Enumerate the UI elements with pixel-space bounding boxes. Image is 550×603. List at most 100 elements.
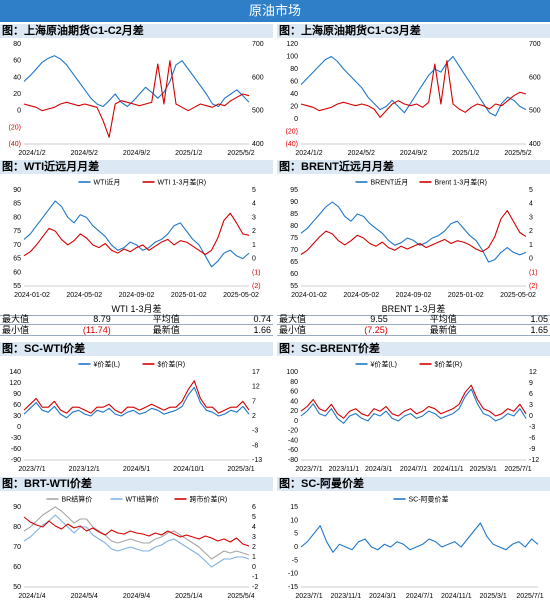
- y-right-tick-label: 0: [529, 413, 533, 420]
- y-left-tick-label: 90: [13, 187, 21, 194]
- y-left-tick-label: 20: [13, 91, 21, 98]
- legend-label: ¥价差(L): [94, 360, 120, 369]
- y-left-tick-label: 120: [9, 380, 21, 387]
- y-right-tick-label: (2): [252, 283, 261, 290]
- y-left-tick-label: -30: [11, 435, 21, 442]
- x-tick-label: 2025/5/2: [227, 150, 254, 157]
- x-tick-label: 2025/5/4: [227, 593, 254, 600]
- wti-latest-label: 最新值: [152, 325, 180, 335]
- brent-max-label: 最大值: [279, 314, 307, 324]
- c1c3-svg: 120 100 80 60 40 20 0 (20) (40) 700 600 500 400 2024/…: [286, 41, 541, 157]
- y-left-tick-label: 60: [13, 58, 21, 65]
- x-tick-label: 2024/11/1: [433, 466, 464, 473]
- y-left-tick-label: -10: [288, 571, 298, 578]
- y-left-tick-label: -20: [288, 428, 298, 435]
- y-left-tick-label: 90: [13, 391, 21, 398]
- y-left-tick-label: 50: [13, 584, 21, 591]
- y-left-tick-label: 80: [290, 66, 298, 73]
- y-left-tick-label: (20): [9, 124, 21, 131]
- legend-label: Brent 1-3月差(R): [435, 178, 488, 187]
- y-right-tick-label: 5: [252, 187, 256, 194]
- x-tick-label: 2023/11/1: [331, 593, 362, 600]
- y-left-tick-label: 60: [13, 564, 21, 571]
- brent-svg: 959085807570656055543210(1)(2)2024-01-02…: [290, 178, 538, 300]
- y-left-tick-label: 15: [290, 504, 298, 511]
- x-tick-label: 2023/11/1: [329, 466, 360, 473]
- c1c2-svg: 80 60 40 20 0 (20) (40) 700 600 500 400 2024/1/2 202…: [9, 41, 264, 157]
- x-tick-label: 2024/1/2: [295, 150, 322, 157]
- y-left-tick-label: 75: [290, 235, 298, 242]
- x-tick-label: 2025/5/2: [504, 150, 531, 157]
- x-tick-label: 2023/7/1: [18, 466, 45, 473]
- chart-sc-brent: 100 80 60 40 20 0 -20 -40 -60 -80 12 9 6 3 0 -3 -6 -9 -12 2…: [277, 356, 550, 474]
- y-right-tick-label: 5: [252, 514, 256, 521]
- series-line-red: [23, 60, 250, 138]
- y-left-tick-label: 40: [290, 91, 298, 98]
- y-left-tick-label: 0: [17, 108, 21, 115]
- x-tick-label: 2023/7/1: [295, 593, 322, 600]
- y-right-tick-label: 700: [529, 41, 541, 48]
- x-tick-label: 2025/7/1: [516, 593, 543, 600]
- legend-label: WTI 1-3月差(R): [158, 178, 207, 187]
- y-left-tick-label: -15: [288, 584, 298, 591]
- y-left-tick-label: 20: [290, 408, 298, 415]
- brent-min-value: (7.25): [364, 325, 388, 335]
- x-tick-label: 2025-01-02: [448, 292, 484, 299]
- x-tick-label: 2025-05-02: [223, 292, 259, 299]
- y-left-tick-label: 95: [290, 187, 298, 194]
- y-right-tick-label: -2: [252, 584, 258, 591]
- x-tick-label: 2024/5/4: [71, 593, 98, 600]
- y-right-tick-label: 4: [529, 201, 533, 208]
- y-right-tick-label: 1: [252, 554, 256, 561]
- y-right-tick-label: 6: [529, 391, 533, 398]
- series-line-$价差(R): [300, 384, 527, 419]
- y-left-tick-label: 75: [13, 228, 21, 235]
- x-tick-label: 2025-05-02: [500, 292, 536, 299]
- y-left-tick-label: 0: [294, 116, 298, 123]
- y-right-tick-label: 7: [252, 398, 256, 405]
- series-line-WTI结算价: [23, 514, 250, 568]
- brent-stats-table: 最大值 9.55 平均值 1.05 最小值 (7.25) 最新值 1.65: [277, 314, 550, 336]
- series-line-¥价差(L): [300, 388, 527, 424]
- legend-label: WTI近月: [94, 178, 121, 187]
- brent-max-value: 9.55: [370, 314, 388, 324]
- legend-label: 跨市价差(R): [190, 495, 228, 504]
- chart-sc-oman: 15 10 5 0 -5 -10 -15 2023/7/1 2023/11/1 2024/3/1 2…: [277, 491, 550, 601]
- sc_wti-svg: 140 120 90 60 30 0 -30 -60 -90 17 12 7 2 -3 -8 -13 2023/…: [9, 360, 262, 474]
- y-left-tick-label: 100: [286, 369, 298, 376]
- x-tick-label: 2024/7/1: [400, 466, 427, 473]
- y-left-tick-label: 140: [9, 369, 21, 376]
- y-left-tick-label: (20): [286, 129, 298, 136]
- brent-min-label: 最小值: [279, 325, 307, 335]
- y-right-tick-label: (2): [529, 283, 538, 290]
- legend-label: BR结算价: [62, 495, 93, 504]
- x-tick-label: 2025-01-02: [171, 292, 207, 299]
- y-left-tick-label: 85: [13, 201, 21, 208]
- x-tick-label: 2024-05-02: [66, 292, 102, 299]
- y-right-tick-label: 3: [252, 214, 256, 221]
- chart-c1c3: 120 100 80 60 40 20 0 (20) (40) 700 600 500 400 2024/…: [277, 38, 550, 158]
- y-right-tick-label: 600: [529, 74, 541, 81]
- y-right-tick-label: 0: [252, 256, 256, 263]
- wti-max-label: 最大值: [2, 314, 30, 324]
- y-left-tick-label: -80: [288, 457, 298, 464]
- y-left-tick-label: 60: [290, 79, 298, 86]
- y-left-tick-label: -60: [11, 446, 21, 453]
- y-right-tick-label: -3: [252, 428, 258, 435]
- sc_oman-svg: 15 10 5 0 -5 -10 -15 2023/7/1 2023/11/1 2024/3/1 2…: [288, 495, 544, 601]
- x-tick-label: 2024/5/2: [348, 150, 375, 157]
- legend-label: $价差(R): [158, 360, 186, 369]
- wti-min-value: (11.74): [82, 325, 111, 335]
- y-left-tick-label: 30: [13, 413, 21, 420]
- x-tick-label: 2025/1/2: [175, 150, 202, 157]
- wti-stats-title: WTI 1-3月差: [0, 303, 273, 316]
- wti-avg-label: 平均值: [152, 314, 180, 324]
- y-right-tick-label: 3: [529, 402, 533, 409]
- y-left-tick-label: 80: [13, 524, 21, 531]
- series-line-跨市价差(R): [23, 516, 250, 547]
- y-right-tick-label: -1: [252, 574, 258, 581]
- y-left-tick-label: 70: [13, 544, 21, 551]
- y-right-tick-label: 2: [252, 228, 256, 235]
- x-tick-label: 2024/1/4: [18, 593, 45, 600]
- y-right-tick-label: 600: [252, 74, 264, 81]
